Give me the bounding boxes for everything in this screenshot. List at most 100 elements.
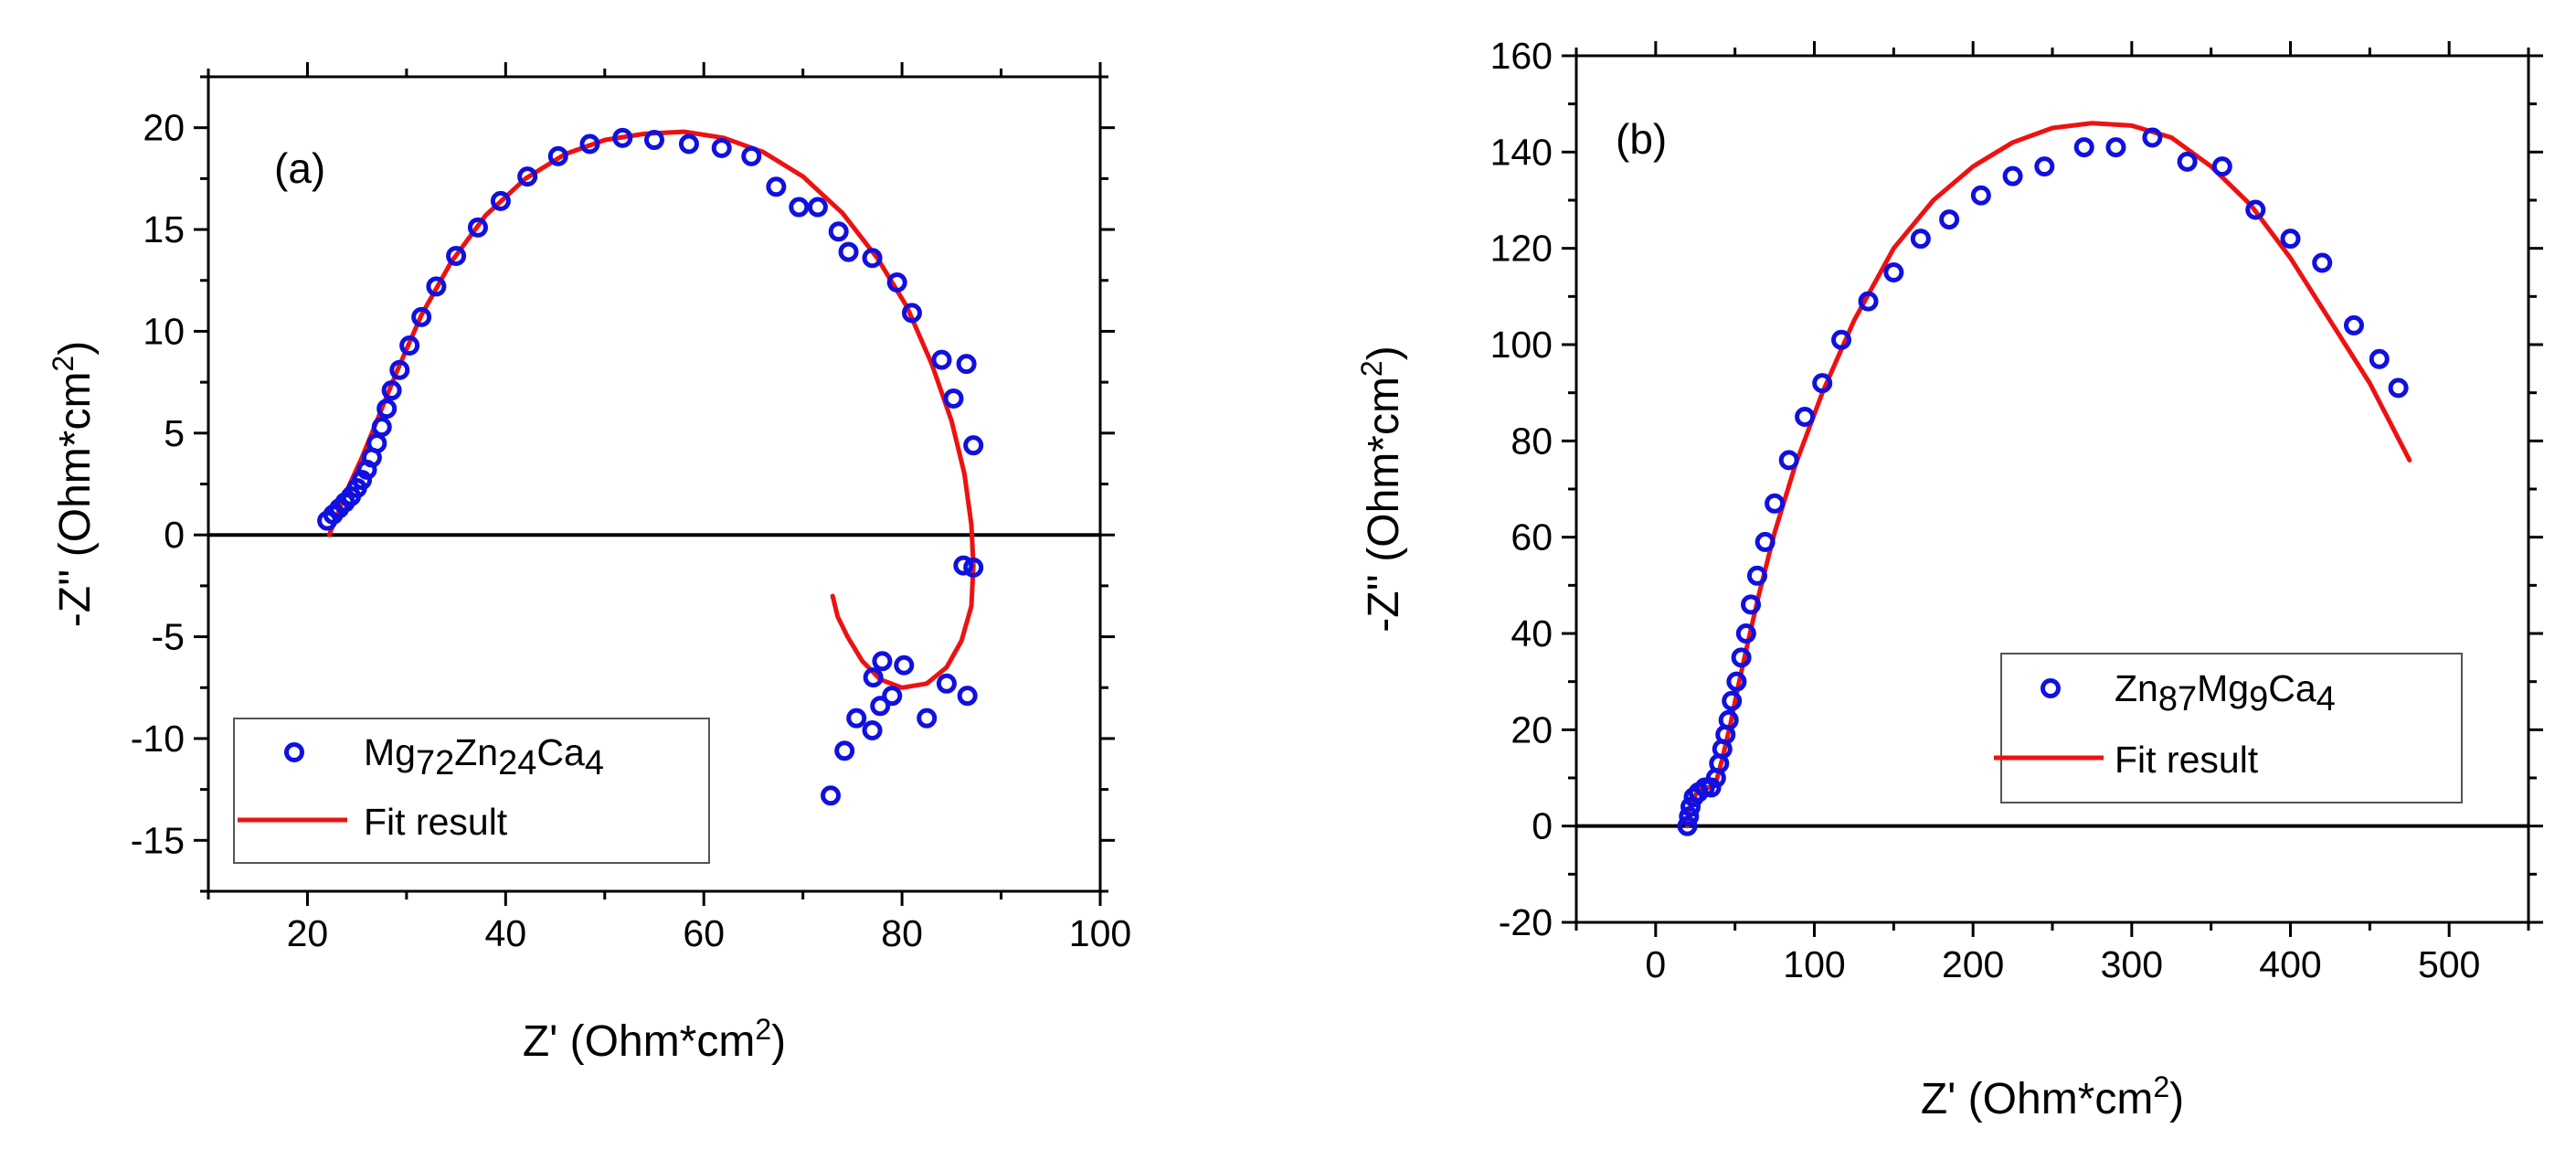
y-tick-label: 10 — [143, 310, 185, 352]
fit-line — [326, 129, 976, 690]
data-point — [1718, 709, 1739, 730]
y-tick-label: 160 — [1490, 35, 1553, 77]
data-point — [2343, 314, 2364, 335]
data-point — [1795, 407, 1816, 427]
y-tick-label: -20 — [1499, 901, 1553, 943]
data-point — [1677, 815, 1698, 836]
data-point — [838, 241, 859, 262]
data-point — [1701, 777, 1722, 798]
data-point — [2312, 252, 2333, 273]
data-point — [821, 785, 842, 806]
data-point — [828, 221, 849, 242]
data-point — [1679, 806, 1700, 827]
y-axis-label: -Z'' (Ohm*cm2) — [47, 341, 100, 627]
y-tick-label: 20 — [143, 107, 185, 149]
legend-label: Zn87Mg9Ca4 — [2115, 667, 2336, 718]
data-point — [381, 380, 402, 401]
data-point — [963, 557, 984, 578]
y-tick-label: 60 — [1511, 516, 1553, 559]
data-point — [2211, 156, 2232, 177]
data-point — [1726, 671, 1747, 692]
x-tick-label: 400 — [2259, 943, 2321, 985]
data-point — [894, 654, 915, 676]
data-point — [1939, 209, 1960, 230]
data-point — [2245, 199, 2266, 220]
legend-label: Fit result — [2115, 739, 2259, 781]
data-point — [1722, 690, 1743, 711]
x-tick-label: 100 — [1783, 943, 1845, 985]
data-point — [2073, 137, 2094, 158]
data-point — [956, 354, 977, 375]
data-point — [834, 740, 855, 761]
data-point — [1970, 185, 1991, 206]
data-point — [2177, 151, 2198, 172]
data-point — [1812, 373, 1833, 394]
x-axis-label: Z' (Ohm*cm2) — [1921, 1070, 2184, 1123]
data-point — [1741, 594, 1762, 615]
data-point — [963, 435, 984, 456]
data-point — [2142, 127, 2163, 148]
data-point — [411, 306, 432, 327]
legend-marker — [284, 742, 304, 762]
data-point — [846, 708, 867, 729]
data-point — [2002, 165, 2023, 186]
x-tick-label: 40 — [485, 912, 527, 954]
y-tick-label: -10 — [131, 718, 185, 760]
y-axis-label: -Z'' (Ohm*cm2) — [1355, 346, 1408, 632]
x-tick-label: 0 — [1645, 943, 1666, 985]
data-point — [1883, 262, 1904, 282]
data-point — [644, 130, 664, 151]
data-point — [1831, 329, 1852, 350]
y-tick-label: 5 — [164, 412, 185, 454]
panel-a: 20 40 60 80 100 -15 -10 -5 0 5 10 15 20 Z' (Ohm*cm2) -… — [47, 62, 1131, 1066]
y-tick-label: -5 — [152, 616, 185, 658]
data-point — [1735, 623, 1756, 644]
data-point — [872, 651, 893, 672]
y-tick-label: 0 — [1532, 805, 1553, 847]
data-point — [789, 197, 810, 218]
data-point — [2369, 348, 2390, 369]
y-tick-label: 20 — [1511, 708, 1553, 750]
data-point — [389, 359, 410, 380]
data-point — [399, 335, 420, 357]
data-point — [953, 555, 974, 576]
legend: Zn87Mg9Ca4 Fit result — [1994, 653, 2463, 803]
panel-label: (a) — [274, 144, 325, 192]
y-tick-label: 0 — [164, 514, 185, 556]
x-tick-label: 200 — [1942, 943, 2004, 985]
legend-label: Mg72Zn24Ca4 — [364, 731, 604, 782]
data-point — [1910, 229, 1931, 250]
x-axis-label: Z' (Ohm*cm2) — [523, 1013, 786, 1066]
data-point — [517, 166, 538, 187]
data-point — [426, 276, 447, 297]
data-point — [882, 686, 903, 707]
data-point — [371, 417, 392, 438]
y-tick-label: 40 — [1511, 612, 1553, 654]
panel-label: (b) — [1616, 115, 1667, 163]
data-point — [917, 708, 938, 729]
data-point — [766, 176, 787, 197]
data-point — [931, 349, 952, 370]
data-point — [1754, 531, 1776, 552]
data-point — [366, 432, 387, 453]
data-point — [936, 673, 957, 694]
x-tick-label: 60 — [683, 912, 725, 954]
y-tick-label: -15 — [131, 819, 185, 861]
data-point — [863, 667, 884, 688]
x-tick-label: 20 — [287, 912, 329, 954]
data-point — [1858, 291, 1879, 312]
y-tick-label: 140 — [1490, 131, 1553, 173]
data-point — [1778, 450, 1799, 471]
data-point — [678, 133, 699, 154]
x-tick-label: 80 — [881, 912, 923, 954]
legend-box — [233, 718, 710, 864]
data-point — [1765, 493, 1786, 514]
data-point — [376, 399, 398, 420]
legend-box — [2000, 653, 2463, 803]
y-tick-label: 15 — [143, 208, 185, 250]
data-point — [901, 303, 922, 324]
data-point — [1731, 647, 1752, 668]
data-point — [1746, 565, 1767, 586]
data-point — [2388, 378, 2409, 399]
data-point — [612, 127, 633, 148]
